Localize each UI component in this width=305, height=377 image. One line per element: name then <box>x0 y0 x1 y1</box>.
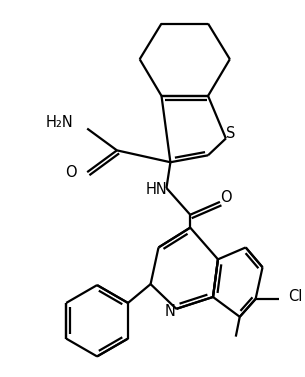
Text: N: N <box>165 304 176 319</box>
Text: S: S <box>226 126 235 141</box>
Text: O: O <box>220 190 232 205</box>
Text: HN: HN <box>146 182 167 198</box>
Text: Cl: Cl <box>288 290 303 305</box>
Text: H₂N: H₂N <box>45 115 73 130</box>
Text: O: O <box>66 165 77 180</box>
